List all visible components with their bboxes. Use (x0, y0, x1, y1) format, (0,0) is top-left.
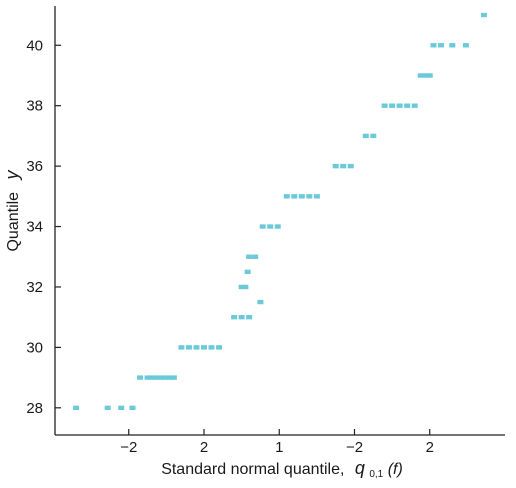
data-point (422, 73, 429, 78)
x-tick-label: −2 (120, 439, 137, 456)
data-point (417, 73, 424, 78)
x-tick-label: −2 (346, 439, 363, 456)
data-point (118, 405, 125, 411)
data-point (208, 345, 215, 350)
data-point (274, 224, 281, 229)
data-point (404, 103, 411, 108)
data-point (370, 133, 377, 139)
x-axis-title-symbol: q (355, 458, 365, 478)
data-point (144, 375, 151, 380)
data-point (389, 103, 396, 108)
data-point (244, 269, 251, 275)
data-point (178, 345, 185, 350)
data-point (480, 12, 487, 18)
data-point (430, 43, 437, 48)
y-tick-label: 32 (26, 279, 43, 296)
data-point (332, 163, 339, 169)
y-tick-label: 38 (26, 98, 43, 115)
data-point (137, 375, 144, 380)
y-tick-label: 28 (26, 400, 43, 417)
y-tick-label: 36 (26, 158, 43, 175)
data-marks (73, 12, 487, 411)
data-point (216, 345, 223, 350)
data-point (257, 299, 264, 305)
x-axis-title: Standard normal quantile, q 0,1 (f) (161, 458, 403, 481)
data-point (166, 375, 173, 380)
data-point (462, 43, 469, 48)
x-axis-title-text: Standard normal quantile, (161, 461, 344, 478)
y-tick-label: 40 (26, 37, 43, 54)
x-tick-label: 2 (426, 439, 434, 456)
data-point (426, 73, 433, 78)
data-point (347, 163, 354, 169)
x-axis-title-suffix: (f) (388, 461, 403, 478)
x-axis-title-subscript: 0,1 (369, 469, 383, 480)
data-point (193, 345, 200, 350)
data-point (231, 314, 238, 320)
y-tick-label: 34 (26, 219, 43, 236)
data-point (267, 224, 274, 229)
y-axis-title-symbol: y (2, 169, 22, 181)
data-point (306, 194, 313, 199)
data-point (449, 43, 456, 48)
y-axis-title-text: Quantile (5, 192, 22, 252)
data-point (438, 43, 445, 48)
data-point (411, 103, 418, 108)
tick-labels: 28 30 32 34 36 38 40 −2 2 1 −2 2 (26, 37, 434, 456)
data-point (200, 345, 207, 350)
data-point (362, 133, 369, 139)
data-point (252, 254, 259, 259)
data-point (73, 405, 80, 411)
data-point (161, 375, 168, 380)
data-point (152, 375, 159, 380)
data-point (381, 103, 388, 108)
data-point (185, 345, 192, 350)
data-point (238, 314, 245, 320)
data-point (396, 103, 403, 108)
y-tick-label: 30 (26, 339, 43, 356)
data-point (259, 224, 266, 229)
data-point (129, 405, 136, 411)
data-point (298, 194, 305, 199)
data-point (238, 284, 245, 290)
data-point (246, 254, 253, 259)
data-point (313, 194, 320, 199)
x-tick-label: 1 (275, 439, 283, 456)
data-point (148, 375, 155, 380)
y-axis-title: Quantile y (2, 169, 22, 251)
data-point (283, 194, 290, 199)
data-point (170, 375, 177, 380)
axes (54, 6, 505, 436)
x-tick-label: 2 (200, 439, 208, 456)
data-point (246, 314, 253, 320)
data-point (157, 375, 164, 380)
data-point (340, 163, 347, 169)
data-point (242, 284, 249, 290)
data-point (104, 405, 111, 411)
data-point (291, 194, 298, 199)
